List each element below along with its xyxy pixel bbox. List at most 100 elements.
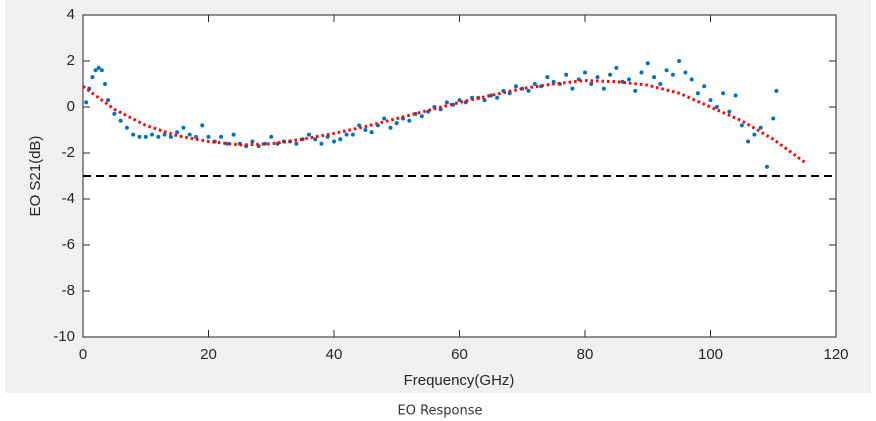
data-point (639, 70, 644, 75)
data-point (645, 61, 650, 66)
data-point (150, 132, 155, 137)
data-point (382, 116, 387, 121)
data-point (106, 98, 111, 103)
data-point (739, 123, 744, 128)
data-point (332, 139, 336, 144)
data-point (652, 75, 657, 80)
y-tick-label: -2 (62, 144, 75, 161)
data-point (137, 134, 142, 139)
data-point (733, 93, 738, 98)
data-point (250, 139, 255, 144)
data-point (702, 84, 707, 89)
fit-curve (82, 79, 806, 164)
data-point (595, 75, 600, 80)
data-point (200, 123, 205, 128)
data-point (143, 134, 148, 139)
data-point (583, 70, 587, 75)
data-point (513, 84, 518, 89)
data-point (444, 100, 449, 105)
data-point (231, 132, 236, 137)
data-point (721, 91, 726, 96)
data-point (388, 125, 393, 130)
data-point (589, 82, 594, 86)
y-tick-label: -10 (53, 328, 75, 345)
data-point (771, 116, 776, 121)
data-point (156, 134, 161, 139)
data-point (545, 75, 550, 80)
caption: EO Response (397, 404, 482, 419)
y-tick-label: 2 (67, 52, 75, 69)
data-point (369, 130, 374, 135)
data-point (344, 132, 349, 137)
data-point (564, 72, 569, 77)
y-tick-label: -8 (62, 282, 75, 299)
data-point (84, 100, 89, 105)
x-tick-label: 100 (698, 346, 723, 363)
y-axis-label: EO S21(dB) (27, 136, 44, 217)
data-point (102, 82, 107, 86)
data-point (752, 132, 757, 137)
data-point (306, 132, 311, 137)
x-tick-label: 20 (200, 346, 217, 363)
data-point (294, 141, 299, 146)
data-point (93, 68, 98, 73)
data-point (764, 164, 769, 169)
data-point (683, 70, 688, 75)
y-tick-label: -4 (62, 190, 75, 207)
data-point (601, 86, 606, 91)
data-point (664, 68, 669, 73)
data-point (758, 125, 763, 130)
data-point (482, 98, 487, 103)
data-point (689, 77, 694, 82)
data-point (162, 132, 167, 137)
data-point (181, 125, 186, 130)
data-point (168, 134, 173, 139)
x-tick-label: 0 (79, 346, 87, 363)
data-point (313, 137, 318, 142)
data-point (269, 134, 274, 139)
data-point (714, 105, 719, 109)
data-point (614, 65, 619, 70)
data-point (407, 118, 412, 123)
data-point (608, 72, 613, 77)
x-tick-label: 80 (577, 346, 594, 363)
data-point (118, 118, 123, 123)
data-point (225, 141, 230, 146)
data-point (219, 134, 224, 139)
data-point (677, 59, 682, 63)
x-tick-label: 120 (823, 346, 848, 363)
data-point (658, 82, 663, 86)
data-point (532, 82, 537, 86)
data-point (695, 91, 700, 96)
data-point (774, 88, 779, 93)
data-point (99, 68, 104, 73)
data-point (746, 139, 751, 144)
x-tick-label: 60 (451, 346, 468, 363)
data-point (363, 128, 368, 132)
data-point (626, 77, 631, 82)
data-point (526, 88, 531, 93)
y-tick-label: -6 (62, 236, 75, 253)
data-point (319, 141, 324, 146)
data-point (419, 114, 424, 119)
data-point (206, 134, 211, 139)
data-point (633, 88, 638, 93)
x-tick-label: 40 (326, 346, 343, 363)
data-point (338, 137, 343, 142)
data-point (727, 109, 732, 114)
data-point (708, 98, 713, 103)
data-point (350, 132, 355, 137)
y-tick-label: 0 (67, 98, 75, 115)
data-point (175, 130, 180, 135)
data-point (131, 132, 136, 137)
data-point (495, 95, 500, 100)
data-point (112, 111, 117, 116)
y-tick-label: 4 (67, 6, 75, 23)
data-point (90, 75, 95, 80)
data-point (570, 86, 575, 91)
data-point (124, 125, 129, 130)
data-point (670, 72, 675, 77)
data-point (394, 121, 399, 126)
